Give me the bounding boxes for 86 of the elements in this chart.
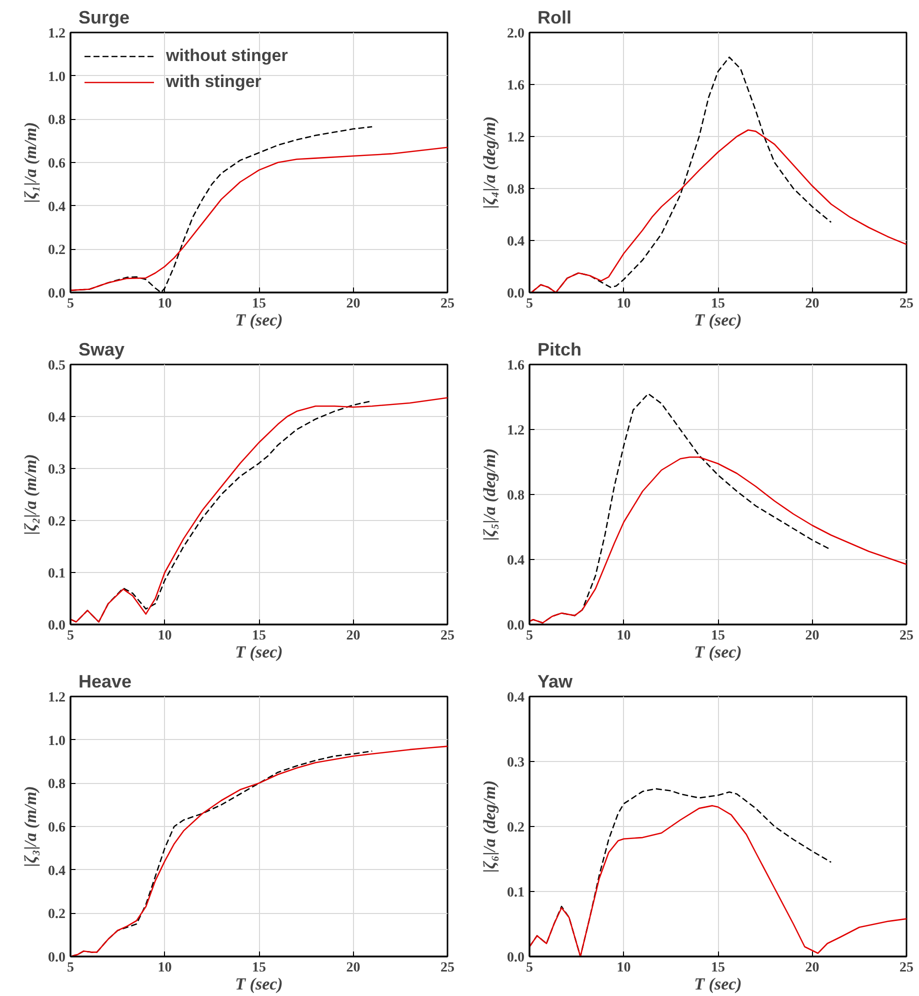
y-axis-title: |ζ₅|/a (deg/m) [480, 448, 499, 541]
y-tick-label: 0.8 [507, 182, 524, 198]
y-tick-label: 0.0 [507, 950, 524, 966]
chart-title: Surge [78, 8, 130, 28]
y-tick-label: 0.2 [48, 514, 66, 530]
x-tick-label: 25 [900, 960, 914, 976]
x-tick-label: 25 [900, 296, 914, 312]
y-tick-label: 1.2 [48, 26, 66, 42]
x-tick-label: 20 [805, 960, 820, 976]
legend-label: with stinger [166, 72, 262, 92]
x-tick-label: 25 [440, 628, 454, 644]
y-tick-label: 0.2 [48, 243, 66, 258]
chart-title: Heave [78, 672, 132, 692]
y-tick-label: 1.0 [48, 734, 66, 749]
x-tick-label: 20 [805, 296, 820, 312]
x-tick-label: 10 [616, 628, 631, 644]
x-tick-label: 20 [805, 628, 820, 644]
y-tick-label: 0.4 [48, 864, 66, 879]
y-tick-label: 0.0 [48, 286, 66, 302]
chart-title: Pitch [538, 340, 582, 360]
x-axis-title: T (sec) [694, 974, 742, 994]
x-tick-label: 15 [711, 296, 725, 312]
y-tick-label: 0.6 [48, 820, 66, 836]
legend-label: without stinger [166, 46, 288, 66]
y-tick-label: 0.0 [507, 286, 524, 302]
chart-title: Roll [538, 8, 572, 28]
x-tick-label: 15 [252, 296, 266, 312]
y-tick-label: 0.0 [48, 618, 66, 634]
y-tick-label: 0.0 [48, 950, 66, 966]
x-tick-label: 5 [526, 296, 533, 312]
x-tick-label: 20 [346, 628, 360, 644]
x-tick-label: 10 [616, 296, 631, 312]
y-tick-label: 0.4 [507, 554, 524, 568]
x-axis-title: T (sec) [235, 642, 283, 662]
y-tick-label: 0.4 [507, 690, 524, 706]
y-tick-label: 1.2 [48, 690, 66, 706]
y-tick-label: 0.3 [48, 462, 66, 478]
y-axis-title: |ζ₄|/a (deg/m) [480, 116, 499, 209]
y-axis-title: |ζ₃|/a (m/m) [21, 786, 40, 867]
x-tick-label: 15 [711, 960, 725, 976]
y-tick-label: 0.4 [507, 234, 524, 250]
y-tick-label: 0.8 [507, 488, 524, 504]
x-tick-label: 25 [440, 296, 454, 312]
y-tick-label: 0.5 [48, 358, 66, 374]
x-tick-label: 5 [526, 960, 533, 976]
x-axis-title: T (sec) [235, 974, 283, 994]
x-tick-label: 25 [900, 628, 914, 644]
x-tick-label: 20 [346, 960, 360, 976]
y-tick-label: 1.6 [507, 78, 524, 94]
y-tick-label: 0.4 [48, 410, 66, 426]
y-tick-label: 0.3 [507, 756, 524, 770]
y-axis-title: |ζ₁|/a (m/m) [21, 122, 40, 203]
x-tick-label: 10 [616, 960, 631, 976]
y-tick-label: 1.2 [507, 130, 524, 146]
x-tick-label: 15 [252, 960, 266, 976]
x-tick-label: 5 [67, 628, 74, 644]
x-tick-label: 25 [440, 960, 454, 976]
y-tick-label: 2.0 [507, 26, 524, 42]
y-axis-title: |ζ₆|/a (deg/m) [480, 780, 499, 873]
x-axis-title: T (sec) [694, 310, 742, 330]
y-tick-label: 1.2 [507, 424, 524, 438]
x-tick-label: 10 [158, 960, 172, 976]
x-tick-label: 5 [526, 628, 533, 644]
x-axis-title: T (sec) [235, 310, 283, 330]
y-tick-label: 0.8 [48, 777, 66, 792]
x-tick-label: 10 [158, 628, 172, 644]
x-tick-label: 15 [252, 628, 266, 644]
y-tick-label: 1.0 [48, 70, 66, 85]
x-tick-label: 20 [346, 296, 360, 312]
y-tick-label: 0.0 [507, 618, 524, 634]
y-tick-label: 0.1 [48, 566, 66, 582]
y-tick-label: 1.6 [507, 358, 524, 374]
x-tick-label: 5 [67, 960, 74, 976]
chart-title: Yaw [538, 672, 574, 692]
y-tick-label: 0.8 [48, 113, 66, 128]
x-tick-label: 5 [67, 296, 74, 312]
x-tick-label: 15 [711, 628, 725, 644]
x-tick-label: 10 [158, 296, 172, 312]
y-tick-label: 0.1 [507, 886, 524, 900]
y-tick-label: 0.6 [48, 156, 66, 172]
x-axis-title: T (sec) [694, 642, 742, 662]
y-axis-title: |ζ₂|/a (m/m) [21, 454, 40, 535]
chart-title: Sway [78, 340, 125, 360]
y-tick-label: 0.2 [507, 820, 524, 836]
y-tick-label: 0.2 [48, 907, 66, 922]
y-tick-label: 0.4 [48, 200, 66, 215]
